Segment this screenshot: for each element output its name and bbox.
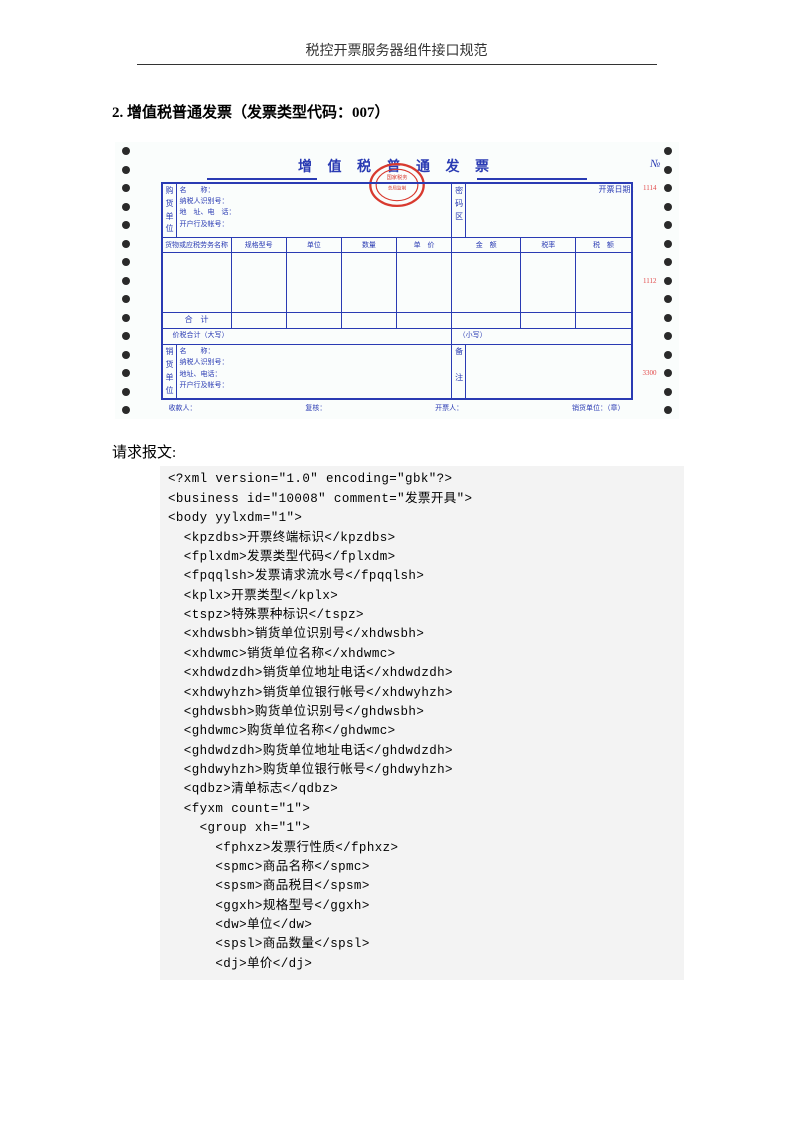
invoice-title-row: 增 值 税 普 通 发 票 № 开票日期： 国家税务 总局监制 <box>115 150 679 182</box>
perforation-left <box>117 142 135 419</box>
total-small: （小写） <box>452 329 631 345</box>
col-goods: 货物或应税劳务名称 <box>162 238 231 253</box>
section-title: 2. 增值税普通发票（发票类型代码：007） <box>112 101 793 122</box>
passcode-area <box>466 184 631 238</box>
footer-payee: 收款人： <box>169 403 197 413</box>
seller-vlabel: 销 货 单 位 <box>162 345 176 399</box>
col-price: 单 价 <box>397 238 452 253</box>
edge-code: 1114 <box>643 184 656 192</box>
edge-code: 3300 <box>643 369 657 377</box>
seller-info: 名 称： 纳税人识别号： 地址、电话： 开户行及帐号： <box>176 345 452 399</box>
buyer-vlabel: 购 货 单 位 <box>162 184 176 238</box>
buyer-info: 名 称： 纳税人识别号： 地 址、电 话： 开户行及帐号： <box>176 184 452 238</box>
page-header: 税控开票服务器组件接口规范 <box>0 0 793 65</box>
passcode-vlabel: 密 码 区 <box>452 184 466 238</box>
footer-seal: 销货单位：（章） <box>572 403 625 413</box>
invoice-footer: 收款人： 复核： 开票人： 销货单位：（章） <box>161 400 633 413</box>
invoice-frame: 购 货 单 位 名 称： 纳税人识别号： 地 址、电 话： 开户行及帐号： 密 … <box>161 182 633 400</box>
total-label: 价税合计（大写） <box>162 329 452 345</box>
header-underline <box>137 64 657 65</box>
col-spec: 规格型号 <box>231 238 286 253</box>
footer-checker: 复核： <box>305 403 326 413</box>
request-label: 请求报文: <box>112 441 793 462</box>
edge-code: 1112 <box>643 277 656 285</box>
col-rate: 税率 <box>521 238 576 253</box>
col-tax: 税 额 <box>576 238 631 253</box>
invoice-no-label: № <box>650 158 660 170</box>
footer-drawer: 开票人： <box>435 403 463 413</box>
perforation-right <box>659 142 677 419</box>
col-unit: 单位 <box>286 238 341 253</box>
col-qty: 数量 <box>341 238 396 253</box>
col-amount: 金 额 <box>452 238 521 253</box>
invoice-scan: 1114 1112 3300 增 值 税 普 通 发 票 № 开票日期： 国家税… <box>115 142 679 419</box>
remark-vlabel: 备 注 <box>452 345 466 399</box>
sum-label: 合 计 <box>162 313 231 329</box>
remark-area <box>466 345 631 399</box>
xml-code-block: <?xml version="1.0" encoding="gbk"?> <bu… <box>160 466 684 980</box>
header-title: 税控开票服务器组件接口规范 <box>306 44 488 59</box>
invoice-title: 增 值 税 普 通 发 票 <box>298 156 495 176</box>
